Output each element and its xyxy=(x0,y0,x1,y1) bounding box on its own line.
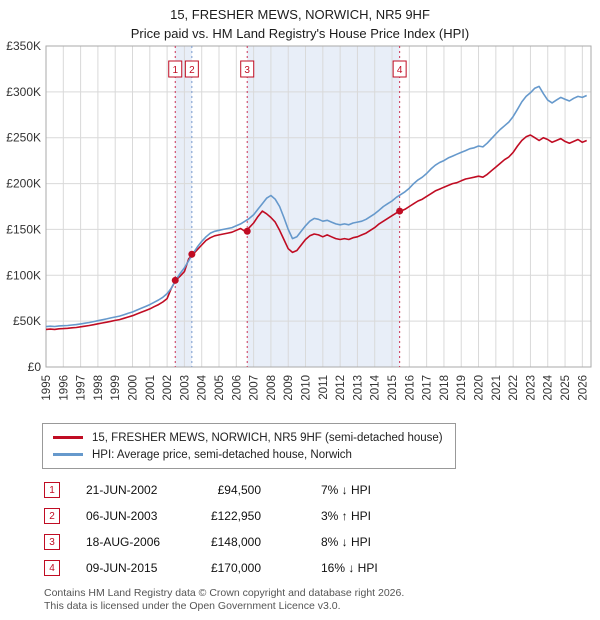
chart-legend: 15, FRESHER MEWS, NORWICH, NR5 9HF (semi… xyxy=(42,423,456,469)
sale-hpi-delta: 16% ↓ HPI xyxy=(321,561,378,575)
x-axis-tick-label: 2022 xyxy=(508,375,520,401)
x-axis-tick-label: 2005 xyxy=(214,375,226,401)
sale-row-3: 3 18-AUG-2006 £148,000 8% ↓ HPI xyxy=(44,529,600,555)
x-axis-tick-label: 2011 xyxy=(318,375,330,400)
sale-hpi-delta: 3% ↑ HPI xyxy=(321,509,372,523)
x-axis-tick-label: 2023 xyxy=(525,375,537,401)
sale-date: 06-JUN-2003 xyxy=(86,509,158,523)
sale-date: 09-JUN-2015 xyxy=(86,561,158,575)
x-axis-tick-label: 2019 xyxy=(456,375,468,401)
x-axis-tick-label: 2002 xyxy=(162,375,174,401)
hpi-line xyxy=(45,85,588,328)
sale-number-box xyxy=(392,60,407,78)
legend-swatch xyxy=(53,436,83,439)
x-axis-tick-label: 1999 xyxy=(110,375,122,401)
legend-item-1: HPI: Average price, semi-detached house,… xyxy=(53,446,455,463)
sale-row-number: 4 xyxy=(44,560,60,576)
x-axis-tick-label: 2016 xyxy=(404,375,416,401)
price-history-chart: £0 £50K £100K £150K £200K £250K £300K £350K 1995… xyxy=(6,41,592,401)
x-axis-tick-label: 2004 xyxy=(197,374,209,400)
x-axis-tick-label: 1997 xyxy=(76,375,88,401)
page-subtitle: Price paid vs. HM Land Registry's House … xyxy=(130,26,470,41)
sale-number-label: 3 xyxy=(244,65,250,76)
ownership-band xyxy=(175,46,192,367)
y-axis-tick-label: £300K xyxy=(6,85,41,99)
sale-price: £122,950 xyxy=(210,509,261,523)
sale-point-dot xyxy=(188,250,196,258)
x-axis-tick-label: 2009 xyxy=(283,375,295,401)
x-axis-tick-label: 2001 xyxy=(145,375,157,401)
y-axis-tick-label: £150K xyxy=(6,222,41,236)
x-axis-tick-label: 2026 xyxy=(577,375,589,401)
sale-number-box xyxy=(184,60,199,78)
sale-row-number: 1 xyxy=(44,482,60,498)
sale-date: 21-JUN-2002 xyxy=(86,483,158,497)
x-axis-tick-label: 2012 xyxy=(335,375,347,401)
footer-copyright: Contains HM Land Registry data © Crown c… xyxy=(44,587,405,599)
sale-price: £170,000 xyxy=(210,561,261,575)
page-title: 15, FRESHER MEWS, NORWICH, NR5 9HF xyxy=(170,7,430,22)
y-axis-tick-label: £250K xyxy=(6,131,41,145)
sale-number-box xyxy=(168,60,183,78)
x-axis-tick-label: 2014 xyxy=(370,374,382,400)
x-axis-tick-label: 2003 xyxy=(179,375,191,401)
x-axis-tick-label: 2015 xyxy=(387,375,399,401)
sale-row-number: 3 xyxy=(44,534,60,550)
x-axis-tick-label: 2024 xyxy=(543,374,555,400)
sale-price: £94,500 xyxy=(217,483,261,497)
sale-row-number: 2 xyxy=(44,508,60,524)
property-price-line xyxy=(45,134,588,331)
sales-table: 1 21-JUN-2002 £94,500 7% ↓ HPI 2 06-JUN-2003 £… xyxy=(44,477,600,581)
y-axis-tick-label: £100K xyxy=(6,268,41,282)
sale-date: 18-AUG-2006 xyxy=(86,535,161,549)
sale-row-1: 1 21-JUN-2002 £94,500 7% ↓ HPI xyxy=(44,477,600,503)
legend-label: 15, FRESHER MEWS, NORWICH, NR5 9HF (semi… xyxy=(92,431,443,444)
sale-price: £148,000 xyxy=(210,535,261,549)
chart-header: 15, FRESHER MEWS, NORWICH, NR5 9HF Price… xyxy=(0,0,600,41)
x-axis-tick-label: 1998 xyxy=(93,375,105,401)
sale-number-label: 1 xyxy=(172,65,178,76)
y-axis-tick-label: £0 xyxy=(28,360,42,374)
legend-label: HPI: Average price, semi-detached house,… xyxy=(92,448,352,461)
sale-row-4: 4 09-JUN-2015 £170,000 16% ↓ HPI xyxy=(44,555,600,581)
y-axis-tick-label: £50K xyxy=(13,314,41,328)
sale-number-label: 4 xyxy=(397,65,403,76)
x-axis-tick-label: 2010 xyxy=(301,375,313,401)
footer: Contains HM Land Registry data © Crown c… xyxy=(44,587,600,613)
x-axis-tick-label: 2017 xyxy=(422,375,434,401)
sale-number-label: 2 xyxy=(189,65,195,76)
x-axis-tick-label: 1995 xyxy=(41,375,53,401)
ownership-band xyxy=(247,46,400,367)
legend-swatch xyxy=(53,453,83,456)
x-axis-tick-label: 2018 xyxy=(439,375,451,401)
y-axis-tick-label: £350K xyxy=(6,41,41,53)
x-axis-tick-label: 1996 xyxy=(58,375,70,401)
sale-hpi-delta: 7% ↓ HPI xyxy=(321,483,372,497)
x-axis-tick-label: 2000 xyxy=(128,375,140,401)
sale-number-box xyxy=(240,60,255,78)
sale-point-dot xyxy=(171,276,179,284)
x-axis-tick-label: 2021 xyxy=(491,375,503,401)
x-axis-tick-label: 2020 xyxy=(474,375,486,401)
sale-point-dot xyxy=(396,207,404,215)
y-axis-tick-label: £200K xyxy=(6,177,41,191)
plot-border xyxy=(45,45,592,368)
x-axis-tick-label: 2007 xyxy=(249,375,261,401)
legend-item-0: 15, FRESHER MEWS, NORWICH, NR5 9HF (semi… xyxy=(53,429,455,446)
sale-hpi-delta: 8% ↓ HPI xyxy=(321,535,372,549)
x-axis-tick-label: 2006 xyxy=(231,375,243,401)
x-axis-tick-label: 2025 xyxy=(560,375,572,401)
x-axis-tick-label: 2013 xyxy=(352,375,364,401)
x-axis-tick-label: 2008 xyxy=(266,375,278,401)
sale-point-dot xyxy=(243,227,251,235)
footer-licence: This data is licensed under the Open Gov… xyxy=(44,600,341,612)
sale-row-2: 2 06-JUN-2003 £122,950 3% ↑ HPI xyxy=(44,503,600,529)
